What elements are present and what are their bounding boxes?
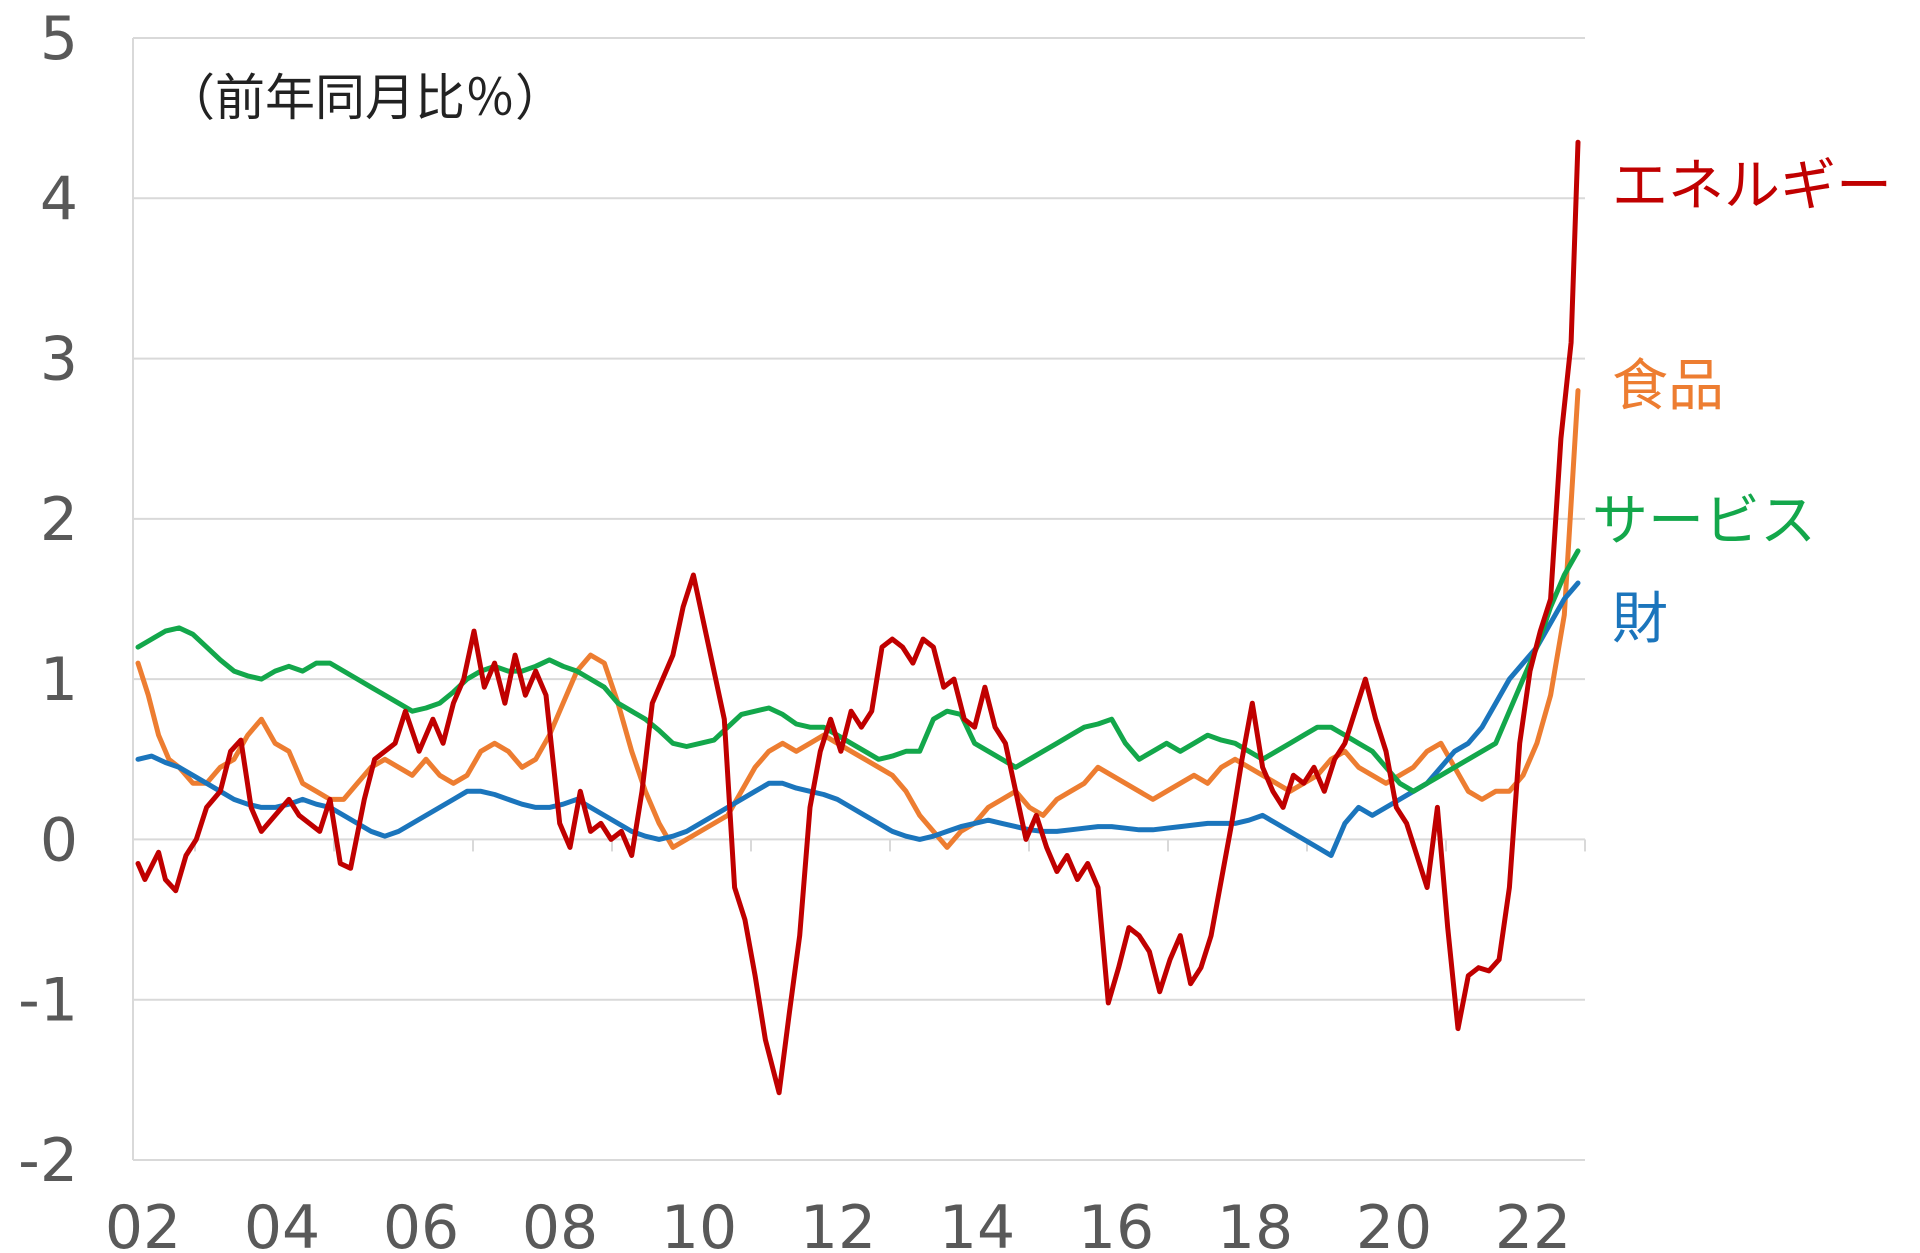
series-line (135, 548, 1581, 794)
x-tick-label: 14 (939, 1193, 1015, 1253)
x-tick-label: 06 (383, 1193, 459, 1253)
y-tick-label: 3 (40, 325, 78, 395)
x-tick-label: 02 (105, 1193, 181, 1253)
series-line (135, 139, 1581, 1096)
y-tick-label: 5 (40, 4, 78, 74)
series-lines (135, 139, 1581, 1096)
y-tick-label: -1 (18, 966, 78, 1036)
y-tick-label: 4 (40, 164, 78, 234)
y-tick-label: 0 (40, 805, 78, 875)
x-tick-label: 04 (244, 1193, 320, 1253)
y-tick-label: -2 (18, 1126, 78, 1196)
unit-label: （前年同月比％） (165, 69, 565, 127)
series-line (135, 580, 1581, 858)
x-tick-label: 10 (661, 1193, 737, 1253)
x-tick-label: 20 (1356, 1193, 1432, 1253)
series-label: 財 (1612, 587, 1668, 652)
x-tick-label: 18 (1217, 1193, 1293, 1253)
x-tick-label: 16 (1078, 1193, 1154, 1253)
x-tick-label: 12 (800, 1193, 876, 1253)
x-tick-label: 22 (1495, 1193, 1571, 1253)
series-label: 食品 (1612, 354, 1724, 419)
x-tick-label: 08 (522, 1193, 598, 1253)
series-label: エネルギー (1612, 154, 1892, 219)
grid-lines (133, 37, 1585, 1161)
series-label: サービス (1592, 489, 1816, 554)
y-axis-ticks: 5 4 3 2 1 0 -1 -2 (18, 4, 78, 1196)
x-axis-ticks: 02 04 06 08 10 12 14 16 18 20 22 (105, 839, 1586, 1253)
y-tick-label: 1 (40, 645, 78, 715)
series-line (135, 388, 1581, 850)
y-tick-label: 2 (40, 485, 78, 555)
